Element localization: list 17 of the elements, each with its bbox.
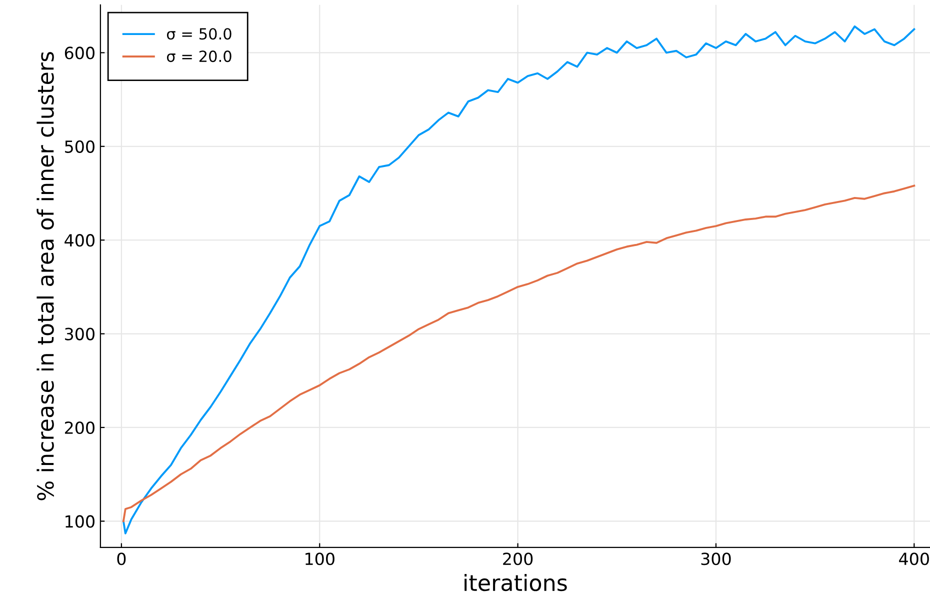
legend-label: σ = 50.0: [166, 28, 232, 40]
y-tick-label: 600: [64, 46, 94, 60]
x-axis-title: iterations: [464, 574, 567, 592]
x-tick-label: 300: [701, 552, 731, 566]
y-tick-label: 300: [65, 328, 94, 340]
x-tick-label: 200: [503, 552, 533, 566]
y-tick-label: 500: [65, 140, 94, 153]
x-tick-label: 100: [306, 552, 334, 566]
legend-label: σ = 20.0: [166, 50, 232, 62]
x-tick-label: 400: [899, 552, 929, 566]
line-series: [122, 184, 916, 522]
y-tick-label: 100: [66, 515, 94, 528]
y-tick-label: 200: [64, 421, 94, 434]
line-series: [122, 25, 916, 534]
x-tick-label: 0: [117, 552, 126, 566]
y-tick-label: 400: [64, 234, 94, 247]
y-axis-title: % increase in total area of inner clusters: [36, 52, 54, 500]
